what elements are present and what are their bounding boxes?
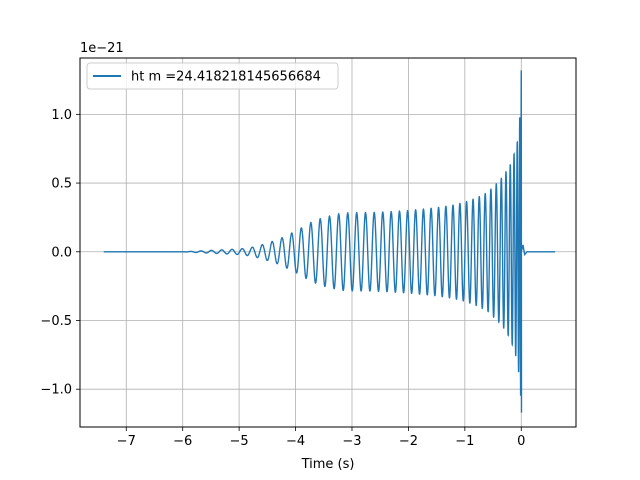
legend-box <box>86 62 339 90</box>
series-line-ht-postmerger <box>520 244 556 257</box>
y-tick-label: −1.0 <box>40 383 72 398</box>
y-tick-label: 1.0 <box>51 108 72 123</box>
series-line-ht <box>103 70 523 413</box>
y-offset-label: 1e−21 <box>80 41 124 56</box>
x-tick-label: 0 <box>517 434 525 449</box>
plot-area <box>103 70 556 413</box>
axes-frame <box>79 57 577 428</box>
x-tick-label: −3 <box>342 434 361 449</box>
x-tick-label: −6 <box>173 434 192 449</box>
y-tick-label: 0.0 <box>51 245 72 260</box>
x-tick-label: −4 <box>286 434 305 449</box>
x-axis-label: Time (s) <box>301 457 355 472</box>
y-axis: −1.0 −0.5 0.0 0.5 1.0 <box>40 108 80 398</box>
x-tick-label: −5 <box>230 434 249 449</box>
x-axis: −7 −6 −5 −4 −3 −2 −1 0 <box>117 427 525 449</box>
x-tick-label: −1 <box>455 434 474 449</box>
y-tick-label: −0.5 <box>40 314 72 329</box>
legend-label: ht m =24.418218145656684 <box>131 70 321 85</box>
y-tick-label: 0.5 <box>51 177 72 192</box>
x-tick-label: −7 <box>117 434 136 449</box>
x-tick-label: −2 <box>399 434 418 449</box>
legend: ht m =24.418218145656684 <box>86 62 339 90</box>
